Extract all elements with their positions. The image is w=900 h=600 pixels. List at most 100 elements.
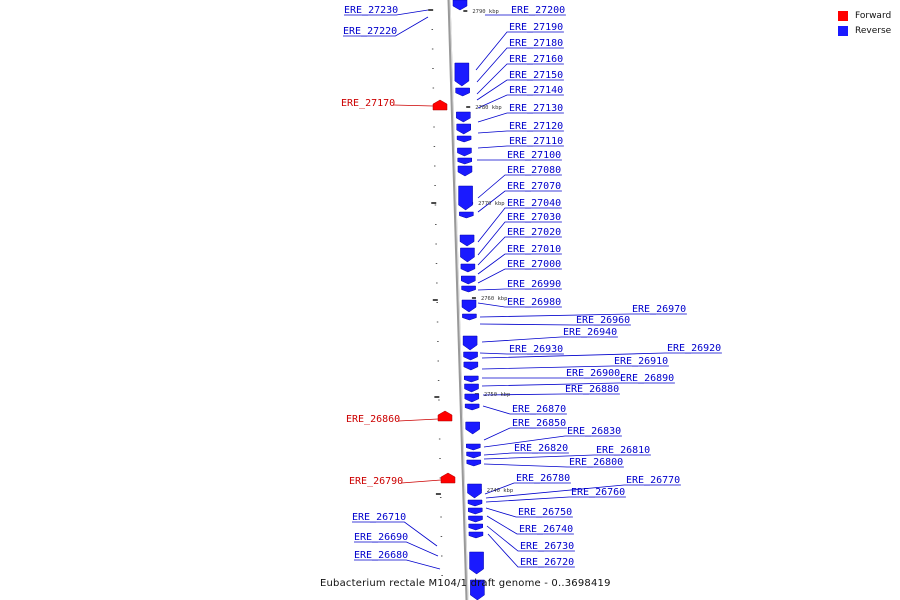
reverse-gene <box>461 275 476 285</box>
gene-label-reverse[interactable]: ERE_26760 <box>571 487 625 498</box>
gene-label-reverse[interactable]: ERE_26780 <box>516 473 570 484</box>
gene-label-reverse[interactable]: ERE_27140 <box>509 85 563 96</box>
gene-leader-line <box>476 79 564 101</box>
gene-label-reverse[interactable]: ERE_26870 <box>512 404 566 415</box>
gene-label-reverse[interactable]: ERE_26890 <box>620 373 674 384</box>
reverse-gene <box>466 443 481 451</box>
reverse-gene <box>468 515 483 523</box>
gene-label-reverse[interactable]: ERE_27070 <box>507 181 561 192</box>
gene-leader-line <box>486 515 574 535</box>
gene-label-reverse[interactable]: ERE_27020 <box>507 227 561 238</box>
gene-label-reverse[interactable]: ERE_26990 <box>507 279 561 290</box>
gene-label-forward[interactable]: ERE_26790 <box>349 476 403 487</box>
gene-label-reverse[interactable]: ERE_26970 <box>632 304 686 315</box>
gene-label-reverse[interactable]: ERE_26960 <box>576 315 630 326</box>
scale-label: 2780 kbp <box>475 105 502 111</box>
reverse-gene <box>459 234 475 247</box>
genome-backbone-highlight <box>449 0 469 600</box>
scale-label: 2750 kbp <box>484 392 511 398</box>
gene-label-reverse[interactable]: ERE_26830 <box>567 426 621 437</box>
gene-label-reverse[interactable]: ERE_27030 <box>507 212 561 223</box>
gene-leader-line <box>481 365 669 370</box>
reverse-gene <box>452 0 468 11</box>
gene-label-reverse[interactable]: ERE_27200 <box>511 5 565 16</box>
gene-leader-line <box>393 104 434 107</box>
gene-label-reverse[interactable]: ERE_27040 <box>507 198 561 209</box>
gene-leader-line <box>477 221 562 256</box>
reverse-gene <box>463 361 479 371</box>
gene-label-reverse[interactable]: ERE_26930 <box>509 344 563 355</box>
gene-leader-line <box>354 559 441 570</box>
gene-leader-line <box>398 418 439 422</box>
reverse-gene <box>468 523 483 531</box>
forward-gene <box>440 472 456 484</box>
gene-label-reverse[interactable]: ERE_26910 <box>614 356 668 367</box>
gene-label-reverse[interactable]: ERE_26770 <box>626 475 680 486</box>
gene-label-reverse[interactable]: ERE_26900 <box>566 368 620 379</box>
gene-label-forward[interactable]: ERE_27170 <box>341 98 395 109</box>
gene-leader-line <box>344 9 429 16</box>
reverse-gene <box>464 403 480 411</box>
reverse-gene <box>466 451 481 459</box>
gene-label-reverse[interactable]: ERE_27110 <box>509 136 563 147</box>
scale-label: 2740 kbp <box>487 488 514 494</box>
gene-label-reverse[interactable]: ERE_27010 <box>507 244 561 255</box>
gene-label-reverse[interactable]: ERE_27150 <box>509 70 563 81</box>
gene-label-reverse[interactable]: ERE_27180 <box>509 38 563 49</box>
gene-label-reverse[interactable]: ERE_26810 <box>596 445 650 456</box>
gene-leader-line <box>352 521 438 547</box>
gene-label-reverse[interactable]: ERE_27230 <box>344 5 398 16</box>
reverse-gene <box>462 335 478 351</box>
gene-leader-line <box>481 336 618 343</box>
gene-leader-line <box>479 323 631 326</box>
reverse-gene <box>456 123 471 135</box>
gene-label-reverse[interactable]: ERE_26750 <box>518 507 572 518</box>
gene-label-reverse[interactable]: ERE_26690 <box>354 532 408 543</box>
scale-label: 2770 kbp <box>478 201 505 207</box>
gene-label-reverse[interactable]: ERE_26980 <box>507 297 561 308</box>
reverse-gene <box>456 135 472 143</box>
gene-label-forward[interactable]: ERE_26860 <box>346 414 400 425</box>
reverse-gene <box>467 483 482 499</box>
gene-leader-line <box>483 463 624 468</box>
reverse-gene <box>462 313 477 321</box>
gene-label-reverse[interactable]: ERE_26820 <box>514 443 568 454</box>
gene-label-reverse[interactable]: ERE_27120 <box>509 121 563 132</box>
forward-gene <box>437 410 453 422</box>
gene-leader-line <box>476 47 564 83</box>
gene-label-reverse[interactable]: ERE_27100 <box>507 150 561 161</box>
gene-label-reverse[interactable]: ERE_26680 <box>354 550 408 561</box>
gene-leader-line <box>343 16 429 37</box>
gene-label-reverse[interactable]: ERE_27190 <box>509 22 563 33</box>
gene-label-reverse[interactable]: ERE_26850 <box>512 418 566 429</box>
gene-leader-line <box>477 207 562 243</box>
gene-label-reverse[interactable]: ERE_27000 <box>507 259 561 270</box>
gene-label-reverse[interactable]: ERE_26710 <box>352 512 406 523</box>
gene-label-reverse[interactable]: ERE_26920 <box>667 343 721 354</box>
gene-label-reverse[interactable]: ERE_26740 <box>519 524 573 535</box>
gene-label-reverse[interactable]: ERE_27160 <box>509 54 563 65</box>
gene-label-reverse[interactable]: ERE_26720 <box>520 557 574 568</box>
gene-leader-line <box>481 382 675 387</box>
gene-leader-line <box>477 174 562 199</box>
gene-leader-line <box>486 525 575 552</box>
gene-label-reverse[interactable]: ERE_26800 <box>569 457 623 468</box>
gene-leader-line <box>482 393 620 396</box>
gene-leader-line <box>477 130 564 134</box>
gene-label-reverse[interactable]: ERE_26940 <box>563 327 617 338</box>
reverse-gene <box>456 111 471 123</box>
reverse-gene <box>458 185 473 211</box>
legend-label-forward: Forward <box>855 10 892 21</box>
gene-leader-line <box>484 482 571 495</box>
reverse-gene <box>457 147 472 157</box>
reverse-gene <box>460 247 475 263</box>
gene-leader-line <box>476 63 564 95</box>
gene-label-reverse[interactable]: ERE_26880 <box>565 384 619 395</box>
gene-label-reverse[interactable]: ERE_27130 <box>509 103 563 114</box>
gene-label-reverse[interactable]: ERE_26730 <box>520 541 574 552</box>
gene-label-reverse[interactable]: ERE_27220 <box>343 26 397 37</box>
reverse-gene <box>465 421 480 435</box>
legend-item-forward: Forward <box>838 8 891 23</box>
gene-leader-line <box>479 352 564 355</box>
gene-label-reverse[interactable]: ERE_27080 <box>507 165 561 176</box>
